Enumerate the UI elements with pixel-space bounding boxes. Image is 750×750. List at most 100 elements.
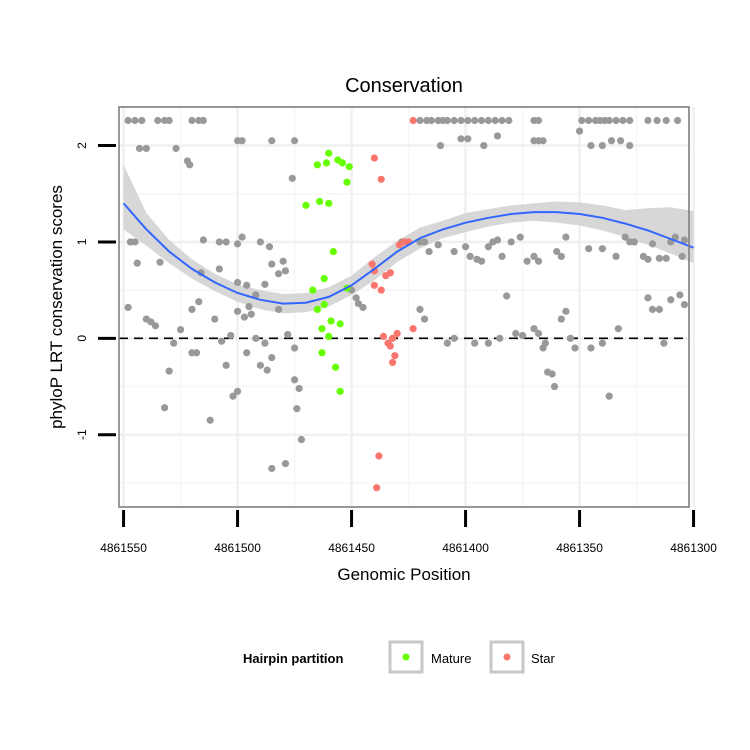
point-star [409, 325, 417, 333]
point-other [229, 392, 237, 400]
point-other [195, 298, 203, 306]
point-other [199, 236, 207, 244]
point-other [655, 254, 663, 262]
point-other [660, 339, 668, 347]
point-other [557, 315, 565, 323]
point-other [243, 349, 251, 357]
x-tick-label: 4861550 [100, 541, 147, 555]
point-other [268, 137, 276, 145]
point-other [505, 116, 513, 125]
point-other [471, 116, 479, 125]
point-star [379, 332, 388, 340]
point-other [648, 305, 657, 314]
point-mature [338, 159, 347, 167]
point-other [443, 116, 451, 125]
point-other [268, 464, 276, 473]
point-mature [329, 247, 337, 256]
point-other [124, 303, 132, 312]
point-mature [309, 286, 317, 294]
point-other [284, 330, 292, 339]
point-other [471, 339, 479, 347]
x-tick-label: 4861350 [556, 541, 603, 555]
point-mature [336, 320, 344, 328]
point-other [352, 294, 360, 302]
point-mature [320, 274, 328, 283]
point-mature [327, 317, 335, 325]
legend-dot-star [503, 653, 511, 661]
point-other [477, 257, 486, 265]
point-other [131, 238, 139, 246]
point-other [562, 233, 570, 241]
point-other [215, 265, 223, 273]
point-other [662, 116, 670, 125]
point-other [484, 339, 492, 347]
y-tick-label: 1 [75, 238, 89, 245]
legend-label-star: Star [531, 651, 556, 666]
point-other [290, 376, 299, 384]
point-star [370, 281, 378, 289]
point-other [491, 116, 499, 125]
y-axis: -1 0 1 2 [75, 142, 116, 440]
point-other [222, 361, 230, 369]
point-other [534, 329, 543, 338]
point-star [409, 116, 417, 125]
point-other [678, 252, 686, 260]
point-mature [343, 178, 351, 186]
point-other [165, 116, 173, 125]
data-points [124, 116, 689, 492]
point-other [265, 243, 274, 251]
point-other [605, 392, 613, 400]
x-axis-title: Genomic Position [337, 565, 470, 584]
point-star [386, 269, 394, 277]
point-other [464, 135, 472, 143]
point-other [281, 460, 290, 468]
point-other [548, 370, 556, 378]
point-star [393, 329, 401, 338]
point-other [133, 259, 141, 267]
point-other [288, 174, 296, 182]
point-other [571, 344, 579, 352]
smooth-trend [122, 202, 694, 305]
point-other [523, 257, 531, 265]
point-other [477, 116, 486, 125]
point-other [233, 278, 242, 287]
point-other [630, 238, 638, 246]
point-mature [325, 332, 333, 340]
point-other [252, 334, 260, 342]
point-other [539, 137, 547, 145]
point-other [530, 252, 538, 260]
point-mature [325, 149, 333, 157]
point-mature [325, 199, 333, 207]
point-other [295, 384, 303, 393]
point-other [680, 300, 689, 309]
point-other [662, 254, 670, 262]
point-other [275, 305, 283, 314]
point-other [188, 116, 196, 125]
point-other [436, 141, 445, 150]
point-other [154, 116, 162, 125]
point-other [498, 116, 506, 125]
point-other [245, 302, 253, 311]
point-mature [336, 387, 344, 395]
point-other [587, 141, 595, 150]
point-other [135, 144, 144, 153]
point-other [450, 116, 458, 125]
point-other [644, 255, 652, 263]
point-other [612, 116, 620, 125]
point-mature [345, 163, 353, 171]
point-other [464, 116, 472, 125]
point-other [541, 339, 549, 347]
point-other [233, 387, 242, 395]
point-other [655, 305, 663, 314]
point-other [461, 243, 470, 251]
point-other [131, 116, 139, 125]
point-other [218, 337, 226, 345]
y-axis-title: phyloP LRT conservation scores [47, 185, 66, 429]
point-other [151, 322, 160, 330]
point-other [240, 313, 248, 321]
point-other [557, 252, 565, 260]
point-other [188, 305, 196, 314]
point-other [621, 233, 629, 241]
point-other [192, 349, 201, 357]
